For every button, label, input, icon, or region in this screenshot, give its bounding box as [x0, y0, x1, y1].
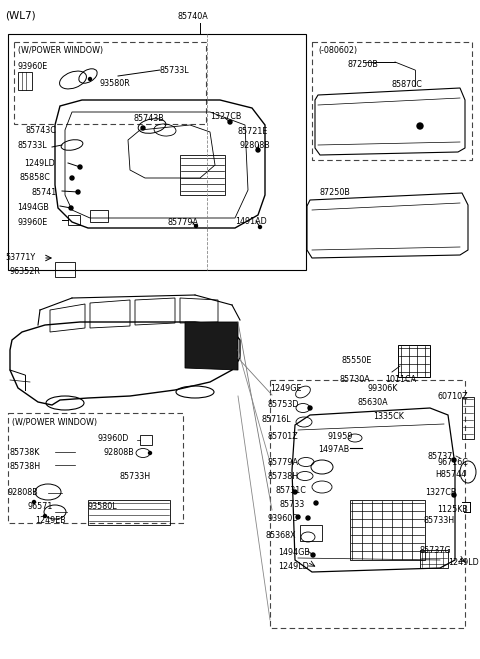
Text: 85738K: 85738K	[10, 448, 40, 457]
Circle shape	[228, 120, 232, 124]
Text: 85716L: 85716L	[262, 415, 292, 424]
Circle shape	[44, 515, 47, 517]
Circle shape	[296, 515, 300, 519]
Text: 53771Y: 53771Y	[5, 253, 35, 262]
Text: 85740A: 85740A	[178, 12, 209, 21]
Text: 85733L: 85733L	[160, 66, 190, 75]
Text: 92808B: 92808B	[8, 488, 39, 497]
Text: 93960E: 93960E	[18, 218, 48, 227]
Text: 92808B: 92808B	[240, 141, 271, 150]
Text: 85858C: 85858C	[20, 173, 51, 182]
Text: 1327CB: 1327CB	[210, 112, 241, 121]
Circle shape	[70, 176, 74, 180]
Circle shape	[141, 126, 145, 130]
Polygon shape	[185, 322, 238, 370]
Circle shape	[452, 493, 456, 497]
Text: 85368X: 85368X	[265, 531, 296, 540]
Text: 85738H: 85738H	[268, 472, 299, 481]
Text: 85733L: 85733L	[18, 141, 48, 150]
Text: 1249LD: 1249LD	[448, 558, 479, 567]
Text: 85630A: 85630A	[358, 398, 389, 407]
Text: 85779A: 85779A	[168, 218, 199, 227]
Text: 93960E: 93960E	[18, 62, 48, 71]
Text: 91959: 91959	[328, 432, 353, 441]
Text: 85701Z: 85701Z	[268, 432, 299, 441]
Text: 85741: 85741	[32, 188, 57, 197]
Text: 85733H: 85733H	[423, 516, 454, 525]
Circle shape	[308, 406, 312, 410]
Text: 1491AD: 1491AD	[235, 217, 267, 226]
Circle shape	[148, 451, 152, 455]
Text: 85731C: 85731C	[275, 486, 306, 495]
Text: 93580R: 93580R	[100, 79, 131, 88]
Text: 1125KB: 1125KB	[437, 505, 468, 514]
Text: 85743B: 85743B	[133, 114, 164, 123]
Circle shape	[259, 225, 262, 229]
Circle shape	[33, 500, 36, 503]
Text: 85753D: 85753D	[268, 400, 300, 409]
Text: 1249LD: 1249LD	[278, 562, 309, 571]
Circle shape	[311, 553, 315, 557]
Text: 85737: 85737	[428, 452, 454, 461]
Circle shape	[194, 225, 197, 227]
Text: 85550E: 85550E	[342, 356, 372, 365]
Text: 85733: 85733	[280, 500, 305, 509]
Text: 1494GB: 1494GB	[278, 548, 310, 557]
Circle shape	[256, 148, 260, 152]
Text: 96352R: 96352R	[10, 267, 41, 276]
Text: 1494GB: 1494GB	[17, 203, 49, 212]
Circle shape	[314, 501, 318, 505]
Text: 1335CK: 1335CK	[373, 412, 404, 421]
Text: 85779A: 85779A	[268, 458, 299, 467]
Circle shape	[69, 206, 73, 210]
Text: 1497AB: 1497AB	[318, 445, 349, 454]
Text: 96716C: 96716C	[437, 458, 468, 467]
Text: 85737G: 85737G	[420, 546, 452, 555]
Circle shape	[306, 516, 310, 520]
Text: H85744: H85744	[435, 470, 466, 479]
Text: (W/POWER WINDOW): (W/POWER WINDOW)	[18, 46, 103, 55]
Text: (W/POWER WINDOW): (W/POWER WINDOW)	[12, 418, 97, 427]
Text: 87250B: 87250B	[320, 188, 351, 197]
Text: 1249LD: 1249LD	[24, 159, 55, 168]
Circle shape	[417, 123, 423, 129]
Text: (-080602): (-080602)	[318, 46, 357, 55]
Circle shape	[78, 165, 82, 169]
Text: 85733H: 85733H	[120, 472, 151, 481]
Text: (WL7): (WL7)	[5, 10, 36, 20]
Text: 93960D: 93960D	[268, 514, 300, 523]
Text: 96571: 96571	[28, 502, 53, 511]
Circle shape	[88, 78, 92, 80]
Text: 1011CA: 1011CA	[385, 375, 416, 384]
Circle shape	[293, 490, 297, 494]
Text: 1249EB: 1249EB	[35, 516, 66, 525]
Text: 85738H: 85738H	[10, 462, 41, 471]
Text: 99306K: 99306K	[368, 384, 398, 393]
Circle shape	[452, 458, 456, 462]
Text: 85730A: 85730A	[340, 375, 371, 384]
Text: 85743C: 85743C	[25, 126, 56, 135]
Text: 1327CB: 1327CB	[425, 488, 456, 497]
Circle shape	[76, 190, 80, 194]
Text: 93960D: 93960D	[98, 434, 130, 443]
Text: 85721E: 85721E	[237, 127, 267, 136]
Text: 85870C: 85870C	[392, 80, 423, 89]
Text: 1249GE: 1249GE	[270, 384, 301, 393]
Text: 87250B: 87250B	[348, 60, 379, 69]
Text: 92808B: 92808B	[103, 448, 134, 457]
Text: 93580L: 93580L	[88, 502, 118, 511]
Text: 60710Z: 60710Z	[437, 392, 468, 401]
